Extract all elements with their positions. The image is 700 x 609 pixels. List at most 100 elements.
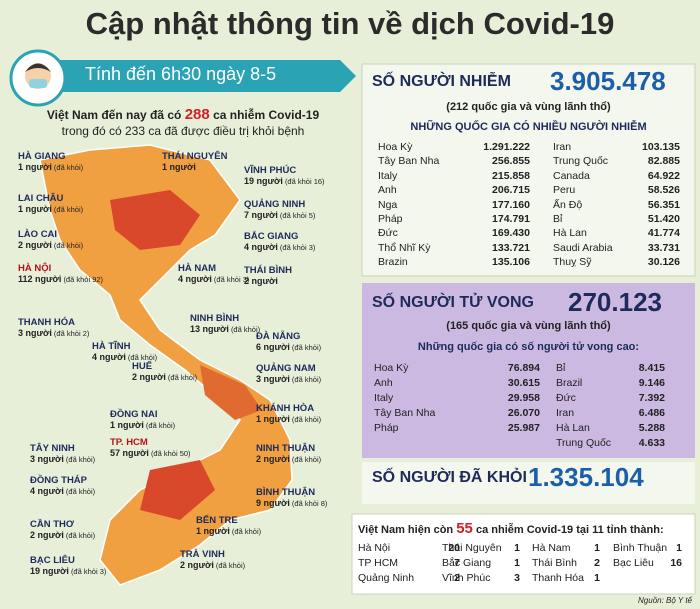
province-cases: 1 người (162, 162, 196, 172)
country-value: 25.987 (507, 422, 540, 434)
province-label: BẾN TRE 1 người (đã khỏi) (196, 516, 261, 537)
country-name: Italy (378, 169, 398, 182)
province-name: TÂY NINH (30, 443, 75, 454)
province-recovered: (đã khỏi) (291, 375, 322, 384)
vietnam-summary: Việt Nam đến nay đã có 288 ca nhiễm Covi… (8, 107, 358, 139)
province-cases: 57 người (110, 448, 149, 458)
active-province: Bạc Liêu (613, 557, 654, 569)
active-province-count: 7 (454, 557, 460, 569)
country-value: 8.415 (638, 362, 665, 374)
country-value: 169.430 (492, 227, 530, 240)
province-label: BẠC LIÊU 19 người (đã khỏi 3) (30, 556, 106, 577)
active-province: Thái Nguyên (442, 542, 502, 554)
province-line: 1 người (162, 162, 227, 172)
province-name: QUẢNG NAM (256, 363, 316, 374)
province-label: THÁI NGUYÊN 1 người (162, 152, 227, 173)
province-line: 57 người (đã khỏi 50) (110, 448, 191, 459)
avatar-mask (29, 79, 47, 88)
province-recovered: (đã khỏi) (65, 487, 96, 496)
country-name: Brazin (378, 256, 408, 269)
active-province: Hà Nam (532, 542, 571, 554)
country-value: 7.392 (638, 392, 665, 404)
province-recovered: (đã khỏi) (145, 421, 176, 430)
active-province: Hà Nội (358, 542, 391, 554)
country-name: Italy (374, 392, 394, 404)
province-cases: 3 người (18, 328, 52, 338)
deaths-heading: Những quốc gia có số người tử vong cao: (417, 341, 640, 353)
deaths-label: SỐ NGƯỜI TỬ VONG (372, 294, 534, 311)
active-box (351, 513, 696, 595)
province-recovered: (đã khỏi) (127, 353, 158, 362)
active-province: Quảng Ninh (358, 572, 415, 584)
active-province-count: 2 (454, 572, 460, 584)
country-value: 4.633 (638, 437, 665, 449)
active-text: ca nhiễm Covid-19 tại 11 tỉnh thành: (475, 524, 664, 536)
map-region-south (140, 460, 215, 520)
country-name: Iran (553, 141, 572, 153)
province-line: 19 người (đã khỏi 3) (30, 566, 106, 577)
recovered-box (362, 462, 695, 504)
country-name: Tây Ban Nha (378, 155, 440, 168)
province-line: 2 người (đã khỏi) (256, 454, 321, 465)
country-value: 64.922 (647, 169, 680, 182)
country-name: Tây Ban Nha (374, 407, 436, 419)
country-value: 41.774 (647, 227, 680, 240)
country-value: 6.486 (638, 407, 665, 419)
province-recovered: (đã khỏi) (231, 527, 262, 536)
province-line: 1 người (đã khỏi) (18, 162, 83, 173)
province-name: QUẢNG NINH (244, 199, 306, 210)
province-line: 4 người (đã khỏi 3) (244, 242, 315, 253)
province-line: 4 người (đã khỏi) (30, 486, 95, 497)
province-recovered: (đã khỏi) (291, 415, 322, 424)
province-cases: 3 người (30, 454, 64, 464)
country-value: 135.106 (492, 256, 530, 269)
province-recovered: (đã khỏi 50) (150, 449, 191, 458)
province-cases: 4 người (178, 274, 212, 284)
province-recovered: (đã khỏi 3) (213, 275, 250, 284)
province-recovered: (đã khỏi) (65, 531, 96, 540)
country-value: 177.160 (492, 198, 530, 211)
province-line: 2 người (đã khỏi) (30, 530, 95, 541)
deaths-total: 270.123 (568, 287, 662, 317)
active-province: Bắc Giang (442, 557, 492, 569)
active-heading: Việt Nam hiện còn 55 ca nhiễm Covid-19 t… (358, 520, 664, 537)
province-line: 4 người (đã khỏi 3) (178, 274, 249, 285)
province-name: HÀ NAM (178, 263, 216, 274)
province-label: KHÁNH HÒA 1 người (đã khỏi) (256, 404, 321, 425)
province-recovered: (đã khỏi) (65, 455, 96, 464)
province-name: BẮC GIANG (244, 231, 299, 242)
title: Cập nhật thông tin về dịch Covid-19 (85, 6, 615, 41)
country-value: 30.615 (507, 377, 540, 389)
province-cases: 1 người (18, 162, 52, 172)
province-label: TP. HCM 57 người (đã khỏi 50) (110, 438, 191, 459)
province-cases: 2 người (30, 530, 64, 540)
province-label: TRÀ VINH 2 người (đã khỏi) (180, 550, 245, 571)
country-value: 206.715 (492, 184, 530, 197)
province-cases: 4 người (30, 486, 64, 496)
province-name: CẦN THƠ (30, 519, 74, 530)
province-line: 3 người (đã khỏi) (256, 374, 321, 385)
country-value: 133.721 (492, 241, 530, 254)
country-name: Đức (378, 227, 398, 240)
province-label: ĐỒNG THÁP 4 người (đã khỏi) (30, 476, 95, 497)
province-cases: 19 người (244, 176, 283, 186)
province-name: TRÀ VINH (180, 549, 225, 560)
province-label: CẦN THƠ 2 người (đã khỏi) (30, 520, 95, 541)
province-cases: 9 người (256, 498, 290, 508)
country-value: 1.291.222 (483, 141, 530, 153)
country-name: Pháp (374, 422, 399, 434)
province-line: 9 người (đã khỏi 8) (256, 498, 327, 509)
deaths-box (362, 283, 695, 458)
province-recovered: (đã khỏi) (53, 163, 84, 172)
vietnam-map (39, 144, 293, 586)
province-recovered: (đã khỏi) (291, 455, 322, 464)
province-name: TP. HCM (110, 437, 148, 448)
province-name: NINH THUẬN (256, 443, 316, 454)
province-label: VĨNH PHÚC 19 người (đã khỏi 16) (244, 166, 325, 187)
province-line: 13 người (đã khỏi) (190, 324, 260, 335)
country-name: Pháp (378, 213, 403, 225)
province-line: 2 người (đã khỏi) (132, 372, 197, 383)
country-value: 76.894 (507, 362, 540, 374)
province-recovered: (đã khỏi 5) (279, 211, 316, 220)
